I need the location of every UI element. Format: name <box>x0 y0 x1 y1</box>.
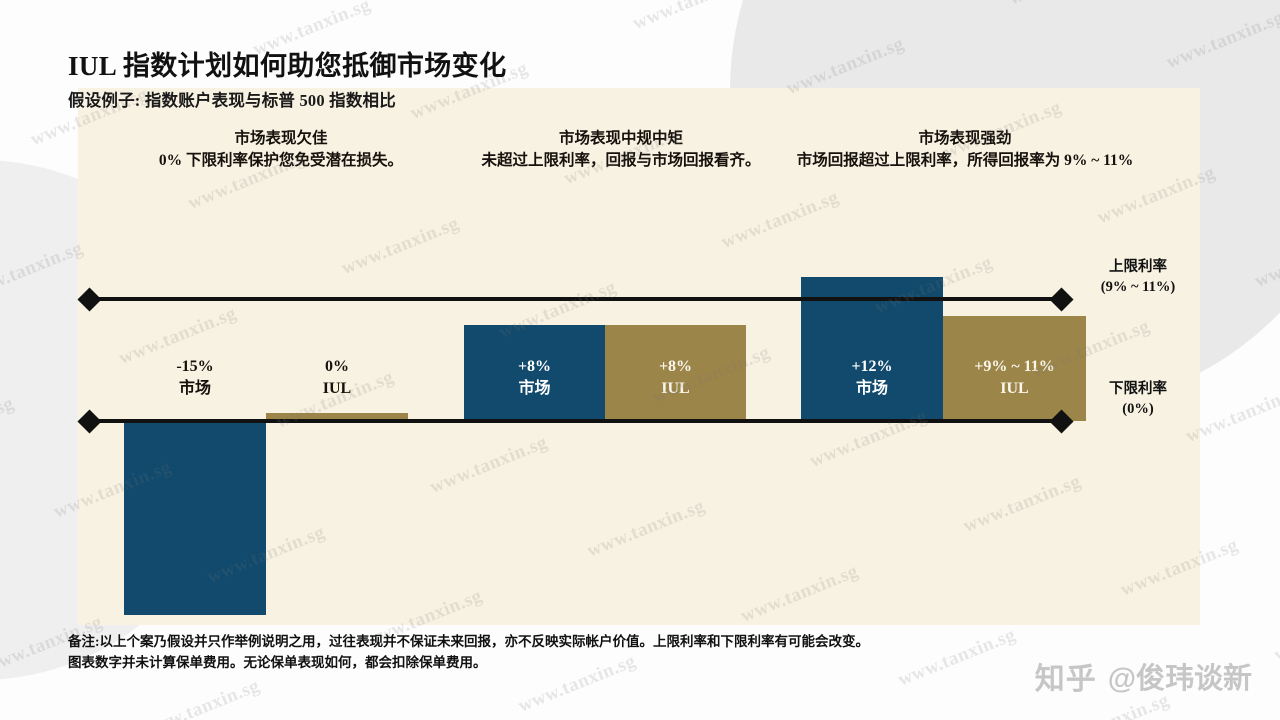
bar-name: IUL <box>1000 380 1029 398</box>
floor-rate-range: (0%) <box>1122 400 1154 417</box>
cap-rate-name: 上限利率 <box>1109 259 1167 275</box>
scenario-header-moderate: 市场表现中规中矩 未超过上限利率，回报与市场回报看齐。 <box>456 128 786 173</box>
bar-name: 市场 <box>518 380 551 398</box>
author-handle: @俊玮谈新 <box>1107 663 1252 695</box>
footnote-line-1: 备注:以上个案乃假设并只作举例说明之用，过往表现并不保证未来回报，亦不反映实际帐… <box>68 634 869 649</box>
scenario-body: 未超过上限利率，回报与市场回报看齐。 <box>481 152 761 170</box>
floor-rate-axis-line <box>88 419 1058 423</box>
bar-label-iul-poor: 0% IUL <box>266 356 408 401</box>
bar-value: +12% <box>851 358 893 375</box>
bar-market-strong <box>801 277 943 421</box>
bar-label-market-poor: -15% 市场 <box>124 356 266 401</box>
bar-iul-strong <box>943 316 1086 421</box>
cap-rate-axis-line <box>88 297 1058 301</box>
bar-value: +8% <box>658 358 693 375</box>
floor-rate-name: 下限利率 <box>1109 381 1167 397</box>
chart-panel: 市场表现欠佳 0% 下限利率保护您免受潜在损失。 市场表现中规中矩 未超过上限利… <box>77 88 1200 625</box>
bar-iul-poor <box>266 413 408 421</box>
bar-market-poor <box>124 421 266 615</box>
bar-label-iul-strong: +9% ~ 11% IUL <box>943 356 1086 401</box>
floor-rate-label: 下限利率 (0%) <box>1078 380 1198 419</box>
floor-axis-diamond-left-icon <box>77 409 102 434</box>
zhihu-logo: 知乎 <box>1034 663 1097 696</box>
scenario-header-strong: 市场表现强劲 市场回报超过上限利率，所得回报率为 9% ~ 11% <box>790 128 1140 173</box>
bar-name: IUL <box>322 380 352 398</box>
bar-name: 市场 <box>855 380 888 398</box>
bar-value: +9% ~ 11% <box>974 358 1055 375</box>
scenario-header-poor: 市场表现欠佳 0% 下限利率保护您免受潜在损失。 <box>116 128 446 173</box>
bar-name: IUL <box>661 380 690 398</box>
bar-value: -15% <box>176 358 214 375</box>
bar-market-moderate <box>464 325 605 421</box>
bar-value: 0% <box>325 358 349 375</box>
cap-rate-range: (9% ~ 11%) <box>1100 278 1176 295</box>
scenario-heading: 市场表现强劲 <box>918 130 1012 147</box>
bar-label-iul-moderate: +8% IUL <box>605 356 746 401</box>
cap-axis-diamond-left-icon <box>77 287 102 312</box>
scenario-body: 0% 下限利率保护您免受潜在损失。 <box>158 152 404 170</box>
bar-iul-moderate <box>605 325 746 421</box>
page-title: IUL 指数计划如何助您抵御市场变化 <box>68 51 507 81</box>
bar-label-market-strong: +12% 市场 <box>801 356 943 401</box>
scenario-body: 市场回报超过上限利率，所得回报率为 9% ~ 11% <box>796 152 1134 170</box>
cap-rate-label: 上限利率 (9% ~ 11%) <box>1078 258 1198 297</box>
footnote: 备注:以上个案乃假设并只作举例说明之用，过往表现并不保证未来回报，亦不反映实际帐… <box>68 632 1078 674</box>
bar-value: +8% <box>517 358 552 375</box>
bar-label-market-moderate: +8% 市场 <box>464 356 605 401</box>
footnote-line-2: 图表数字并未计算保单费用。无论保单表现如何，都会扣除保单费用。 <box>68 654 487 670</box>
bar-name: 市场 <box>178 380 211 398</box>
cap-axis-diamond-right-icon <box>1049 287 1074 312</box>
page-subtitle: 假设例子: 指数账户表现与标普 500 指数相比 <box>68 91 396 110</box>
scenario-heading: 市场表现欠佳 <box>234 130 328 147</box>
scenario-heading: 市场表现中规中矩 <box>558 130 683 147</box>
brand-credit: 知乎 @俊玮谈新 <box>1035 654 1252 698</box>
